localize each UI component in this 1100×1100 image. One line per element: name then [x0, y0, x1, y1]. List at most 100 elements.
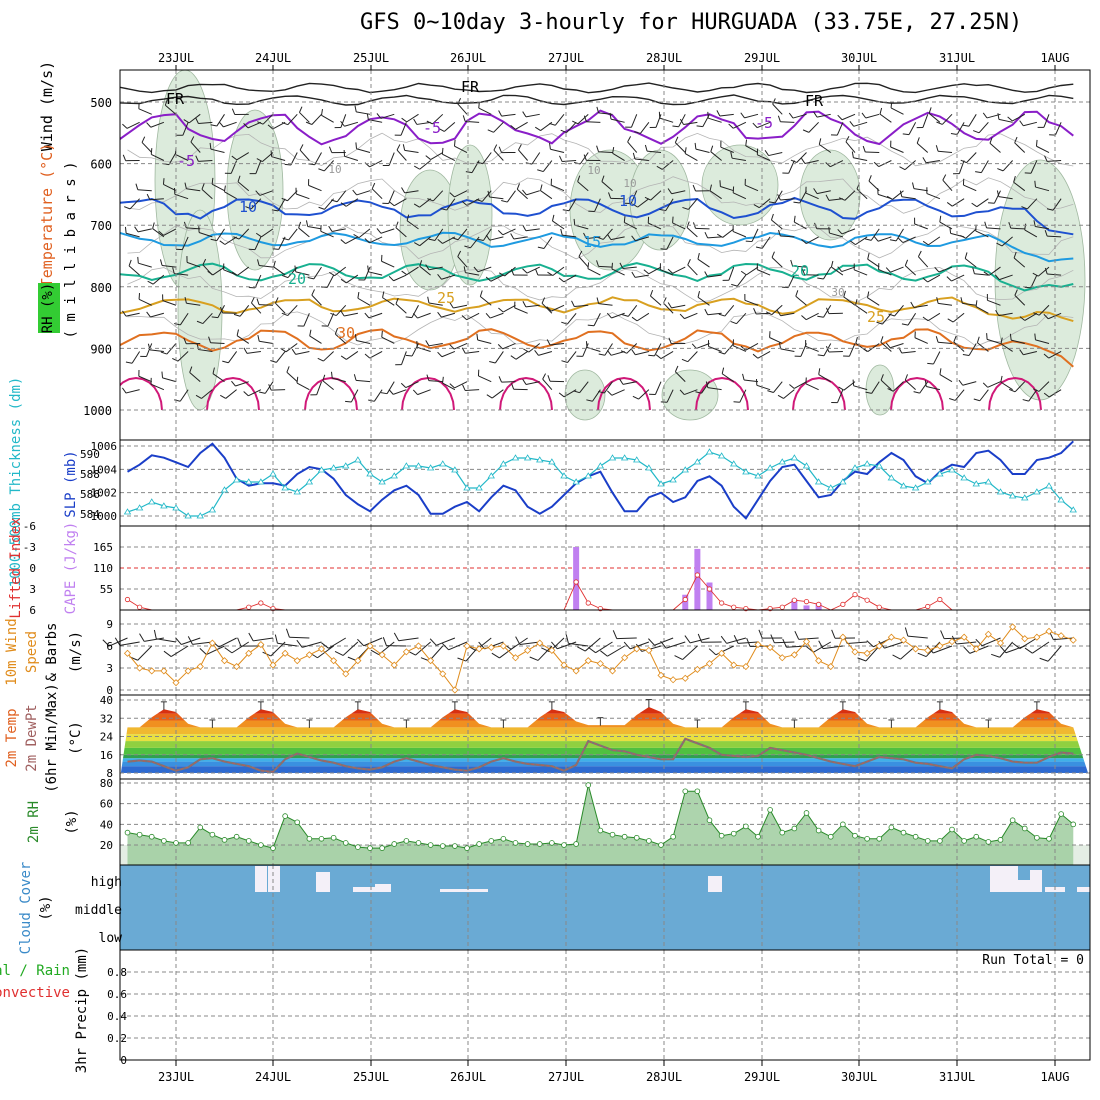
- upper-wind-barb-flag: [479, 290, 483, 297]
- wind10-point: [281, 649, 289, 657]
- upper-wind-barb-flag: [340, 120, 345, 127]
- upper-wind-barb-flag: [994, 274, 1000, 280]
- upper-wind-barb: [761, 236, 771, 249]
- thickness-point: [705, 448, 714, 455]
- temp-band: [120, 720, 1090, 728]
- day-tick-top-28JUL: 28JUL: [646, 51, 682, 65]
- cloud-gap: [375, 884, 391, 892]
- wind10-point: [875, 642, 883, 650]
- upper-wind-barb-flag: [366, 113, 369, 120]
- upper-wind-barb-flag: [561, 360, 568, 363]
- upper-wind-barb: [314, 152, 322, 166]
- upper-wind-barb: [731, 157, 746, 162]
- upper-wind-barb: [489, 196, 504, 200]
- label-slp: SLP (mb): [63, 450, 79, 517]
- li-point: [937, 596, 943, 603]
- rh-point: [1058, 811, 1064, 817]
- label-lifted-index: Lifted Index: [8, 517, 24, 618]
- upper-wind-barb-flag: [522, 224, 527, 231]
- thickness-point: [426, 464, 435, 471]
- rh-point: [573, 841, 579, 847]
- upper-wind-barb: [627, 141, 638, 153]
- upper-wind-barb-flag: [159, 259, 163, 266]
- upper-wind-barb: [962, 381, 977, 386]
- upper-wind-barb-flag: [982, 382, 989, 388]
- li-tick--6: -6: [23, 520, 36, 533]
- upper-wind-barb-flag: [413, 203, 420, 208]
- wind10-point: [730, 661, 738, 669]
- upper-wind-barb: [808, 121, 819, 133]
- upper-wind-barb-flag: [916, 137, 920, 144]
- upper-wind-barb-flag: [437, 351, 443, 358]
- upper-wind-barb: [417, 346, 431, 352]
- upper-wind-barb-flag: [280, 348, 287, 353]
- upper-wind-barb: [878, 269, 892, 276]
- upper-wind-barb-flag: [1034, 333, 1036, 340]
- upper-wind-barb: [683, 121, 698, 126]
- wind10-barb: [999, 641, 1014, 658]
- upper-wind-barb-flag: [202, 258, 207, 266]
- day-tick-top-30JUL: 30JUL: [841, 51, 877, 65]
- upper-wind-barb: [531, 152, 541, 165]
- label-temp-unit: (°C): [68, 721, 84, 755]
- upper-wind-barb-flag: [559, 155, 563, 162]
- cape-bar: [706, 582, 713, 610]
- rh-point: [136, 831, 143, 838]
- upper-wind-barb-flag: [583, 115, 587, 122]
- upper-wind-barb-flag: [667, 268, 674, 274]
- upper-wind-barb-flag: [789, 384, 795, 389]
- wind10-barb: [537, 645, 553, 661]
- rh-shade: [447, 144, 493, 286]
- upper-wind-barb: [514, 307, 528, 314]
- rh-point: [682, 788, 689, 795]
- upper-wind-barb: [663, 302, 674, 314]
- upper-wind-barb-flag: [770, 213, 774, 221]
- upper-wind-barb: [894, 304, 904, 317]
- upper-wind-barb-flag: [311, 289, 315, 296]
- upper-wind-barb: [515, 351, 528, 360]
- label-cloud-unit: (%): [38, 895, 54, 920]
- upper-wind-barb-flag: [674, 136, 679, 143]
- upper-wind-barb: [313, 266, 322, 280]
- wind10-barb-flag: [296, 639, 303, 648]
- wind10-barb-flag: [1024, 647, 1033, 654]
- upper-wind-barb: [388, 190, 395, 204]
- upper-wind-barb: [701, 381, 710, 394]
- upper-wind-barb-flag: [577, 175, 581, 182]
- wind10-point: [148, 667, 156, 675]
- upper-wind-barb-flag: [597, 236, 604, 240]
- upper-wind-barb: [254, 274, 262, 289]
- upper-wind-barb-flag: [765, 311, 773, 316]
- upper-wind-barb: [788, 160, 795, 174]
- upper-wind-barb-flag: [788, 112, 794, 119]
- upper-wind-barb: [941, 113, 953, 125]
- temp-band: [120, 700, 1090, 707]
- upper-wind-barb: [356, 190, 371, 196]
- upper-wind-barb-flag: [522, 378, 527, 385]
- upper-wind-barb-flag: [382, 291, 385, 298]
- upper-wind-barb-flag: [958, 379, 964, 386]
- rh-point: [500, 835, 507, 842]
- rh-tick-40: 40: [100, 818, 113, 831]
- upper-wind-barb: [406, 113, 419, 123]
- wind10-barb-flag: [770, 634, 775, 643]
- wind10-barb-flag: [866, 640, 874, 648]
- thick-tick-588: 588: [80, 468, 100, 481]
- wind10-point: [633, 645, 641, 653]
- upper-wind-barb: [707, 236, 722, 239]
- upper-wind-barb-flag: [781, 286, 789, 289]
- upper-wind-barb-flag: [231, 271, 238, 276]
- upper-wind-barb: [792, 113, 807, 119]
- thickness-point: [863, 460, 871, 467]
- upper-wind-barb-flag: [964, 252, 968, 259]
- thickness-point: [317, 466, 326, 473]
- wind10-barb-flag: [818, 640, 824, 649]
- upper-wind-barb: [927, 274, 941, 283]
- temp-band: [120, 741, 1090, 748]
- upper-wind-barb-flag: [730, 151, 733, 159]
- upper-wind-barb: [951, 274, 965, 282]
- upper-wind-barb-flag: [162, 178, 165, 185]
- upper-wind-barb-flag: [753, 308, 757, 315]
- upper-wind-barb: [181, 236, 189, 250]
- wind10-point: [596, 660, 604, 668]
